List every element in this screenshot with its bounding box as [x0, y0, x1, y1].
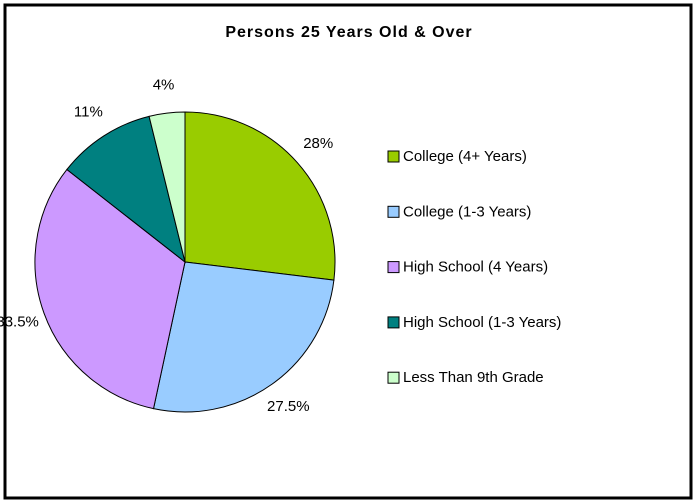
data-label: 11% — [74, 103, 103, 120]
legend-swatch — [387, 205, 400, 218]
data-label: 33.5% — [0, 314, 39, 331]
data-label: 4% — [153, 76, 175, 93]
data-label: 28% — [303, 135, 333, 152]
legend-label: College (1-3 Years) — [403, 203, 531, 220]
pie-slice — [66, 115, 186, 264]
pie-slice — [34, 168, 186, 410]
legend-swatch — [387, 316, 400, 329]
pie-slice — [152, 261, 335, 413]
pie-slice — [148, 111, 186, 263]
legend-swatch — [387, 371, 400, 384]
legend-label: High School (4 Years) — [403, 259, 548, 276]
legend-swatch — [387, 261, 400, 274]
legend-swatch — [387, 150, 400, 163]
data-label: 27.5% — [267, 398, 310, 415]
legend-label: Less Than 9th Grade — [403, 369, 544, 386]
chart-title: Persons 25 Years Old & Over — [225, 24, 472, 41]
legend-label: High School (1-3 Years) — [403, 314, 561, 331]
legend-label: College (4+ Years) — [403, 148, 527, 165]
pie-slice — [184, 111, 336, 281]
